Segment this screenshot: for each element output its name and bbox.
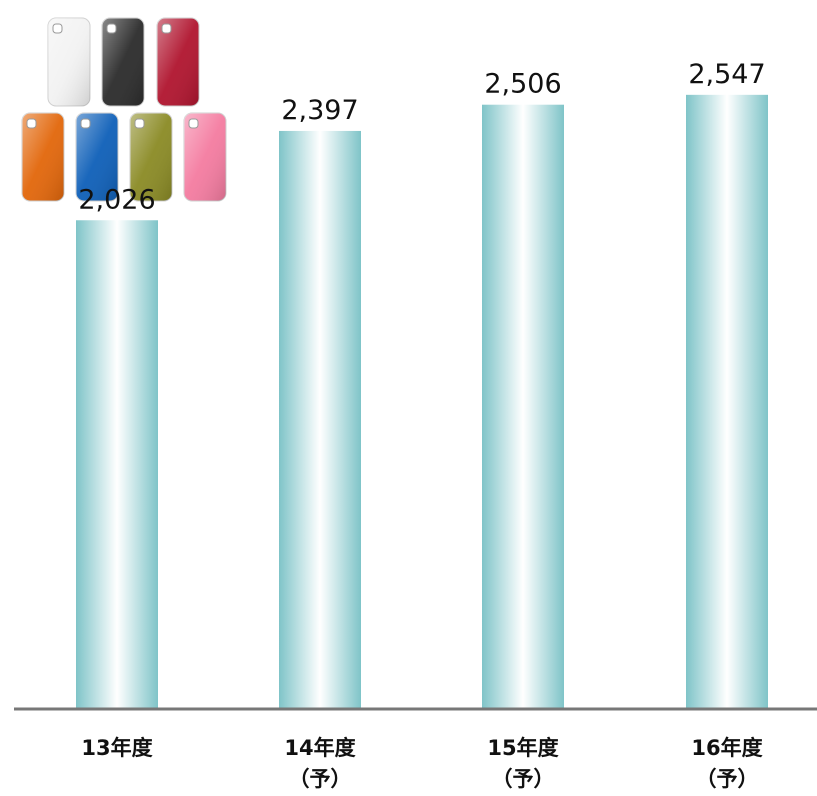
x-tick-label-3: 15年度 (487, 736, 558, 760)
value-label-3: 2,506 (484, 69, 561, 100)
bar-4 (686, 94, 768, 709)
x-tick-label-2: 14年度 (284, 736, 355, 760)
x-tick-labels: 13年度 14年度 （予） 15年度 （予） 16年度 （予） (81, 736, 762, 791)
bar-2 (279, 130, 361, 708)
phone-case-picture (21, 17, 227, 202)
phone-case-7 (183, 112, 227, 202)
x-tick-label-1: 13年度 (81, 736, 152, 760)
x-tick-label-4: 16年度 (691, 736, 762, 760)
phone-case-5 (75, 112, 119, 202)
bar-1 (76, 220, 158, 708)
value-label-1: 2,026 (78, 184, 155, 215)
x-tick-sublabel-2: （予） (289, 767, 352, 791)
phone-case-3 (156, 17, 200, 107)
phone-case-4 (21, 112, 65, 202)
value-label-2: 2,397 (281, 95, 358, 126)
value-labels: 2,026 2,397 2,506 2,547 (78, 59, 765, 215)
bar-3 (482, 104, 564, 708)
bar-series (76, 94, 768, 709)
phone-case-2 (101, 17, 145, 107)
phone-case-6 (129, 112, 173, 202)
x-tick-sublabel-4: （予） (696, 767, 759, 791)
x-tick-sublabel-3: （予） (492, 767, 555, 791)
value-label-4: 2,547 (688, 59, 765, 90)
phone-case-1 (47, 17, 91, 107)
